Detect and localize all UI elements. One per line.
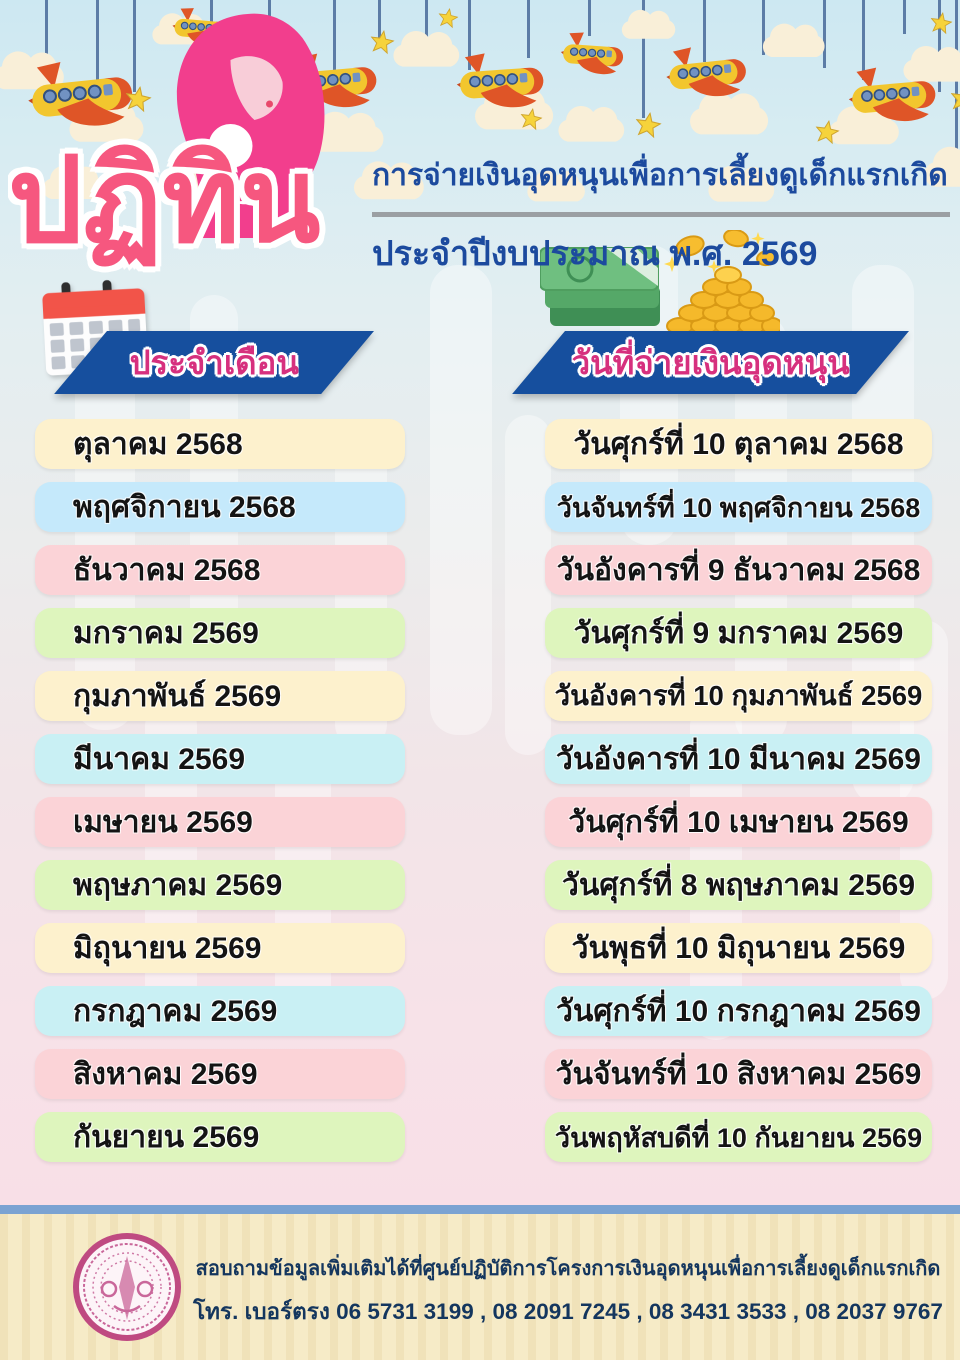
hanging-string	[468, 0, 471, 70]
month-column-banner-label: ประจำเดือน	[129, 344, 299, 381]
main-title: การจ่ายเงินอุดหนุนเพื่อการเลี้ยงดูเด็กแร…	[372, 159, 948, 192]
hanging-string	[588, 0, 591, 36]
airplane-icon	[657, 37, 755, 108]
hanging-string	[762, 0, 765, 55]
payday-cell: วันจันทร์ที่ 10 พฤศจิกายน 2568	[545, 482, 932, 532]
month-cell: ธันวาคม 2568	[35, 545, 405, 595]
payday-column: วันศุกร์ที่ 10 ตุลาคม 2568 วันจันทร์ที่ 1…	[545, 419, 932, 1162]
star-icon	[368, 28, 396, 56]
hanging-string	[527, 0, 530, 58]
payday-cell: วันศุกร์ที่ 8 พฤษภาคม 2569	[545, 860, 932, 910]
airplane-icon	[448, 45, 552, 119]
payday-cell: วันพฤหัสบดีที่ 10 กันยายน 2569	[545, 1112, 932, 1162]
payday-cell: วันอังคารที่ 10 มีนาคม 2569	[545, 734, 932, 784]
payday-column-banner-label: วันที่จ่ายเงินอุดหนุน	[571, 344, 850, 381]
government-seal-logo	[73, 1233, 181, 1341]
hanging-string	[862, 0, 865, 80]
hanging-string	[96, 0, 99, 128]
payday-cell: วันอังคารที่ 10 กุมภาพันธ์ 2569	[545, 671, 932, 721]
star-icon	[813, 118, 841, 146]
hanging-string	[45, 0, 48, 58]
hanging-string	[823, 0, 826, 68]
money-icon	[540, 230, 780, 335]
payday-cell: วันอังคารที่ 9 ธันวาคม 2568	[545, 545, 932, 595]
building-silhouette	[430, 265, 492, 735]
hanging-string	[642, 0, 645, 118]
title-divider	[372, 212, 950, 217]
airplane-icon	[839, 58, 944, 133]
footer-phone-line: โทร. เบอร์ตรง 06 5731 3199 , 08 2091 724…	[193, 1299, 943, 1324]
hanging-string	[903, 0, 906, 34]
hanging-string	[703, 0, 706, 62]
star-icon	[633, 110, 663, 140]
hanging-string	[425, 0, 428, 62]
payday-cell: วันศุกร์ที่ 10 ตุลาคม 2568	[545, 419, 932, 469]
star-icon	[518, 106, 543, 131]
payday-cell: วันพุธที่ 10 มิถุนายน 2569	[545, 923, 932, 973]
footer-divider	[0, 1205, 960, 1214]
airplane-icon	[554, 28, 629, 81]
hanging-string	[938, 0, 941, 92]
hanging-string	[378, 0, 381, 40]
month-cell: ตุลาคม 2568	[35, 419, 405, 469]
month-cell: พฤศจิกายน 2568	[35, 482, 405, 532]
cloud-icon	[755, 18, 830, 59]
payday-cell: วันศุกร์ที่ 10 เมษายน 2569	[545, 797, 932, 847]
payday-column-banner: วันที่จ่ายเงินอุดหนุน	[512, 331, 909, 394]
star-icon	[928, 10, 953, 35]
payday-cell: วันศุกร์ที่ 10 กรกฎาคม 2569	[545, 986, 932, 1036]
cloud-icon	[550, 100, 630, 144]
footer-text-block: สอบถามข้อมูลเพิ่มเติมได้ที่ศูนย์ปฏิบัติก…	[188, 1252, 948, 1329]
subtitle: ประจำปีงบประมาณ พ.ศ. 2569	[372, 235, 818, 273]
hanging-string	[133, 0, 136, 92]
month-cell: เมษายน 2569	[35, 797, 405, 847]
payday-cell: วันศุกร์ที่ 9 มกราคม 2569	[545, 608, 932, 658]
month-cell: กรกฎาคม 2569	[35, 986, 405, 1036]
month-column: ตุลาคม 2568 พฤศจิกายน 2568 ธันวาคม 2568 มกร…	[35, 419, 405, 1162]
star-icon	[436, 6, 459, 29]
month-cell: กุมภาพันธ์ 2569	[35, 671, 405, 721]
star-icon	[948, 84, 960, 114]
footer: สอบถามข้อมูลเพิ่มเติมได้ที่ศูนย์ปฏิบัติก…	[0, 1214, 960, 1360]
building-silhouette	[75, 340, 135, 730]
month-column-banner: ประจำเดือน	[54, 331, 375, 394]
month-cell: มิถุนายน 2569	[35, 923, 405, 973]
hanging-string	[333, 0, 336, 72]
payday-cell: วันจันทร์ที่ 10 สิงหาคม 2569	[545, 1049, 932, 1099]
star-icon	[123, 84, 153, 114]
building-silhouette	[505, 415, 551, 755]
hanging-string	[210, 0, 213, 32]
month-cell: มีนาคม 2569	[35, 734, 405, 784]
month-cell: พฤษภาคม 2569	[35, 860, 405, 910]
month-cell: มกราคม 2569	[35, 608, 405, 658]
month-cell: กันยายน 2569	[35, 1112, 405, 1162]
month-cell: สิงหาคม 2569	[35, 1049, 405, 1099]
brand-word: ปฏิทิน	[8, 135, 321, 267]
footer-info-line: สอบถามข้อมูลเพิ่มเติมได้ที่ศูนย์ปฏิบัติก…	[195, 1258, 941, 1280]
mother-child-logo	[176, 13, 325, 238]
